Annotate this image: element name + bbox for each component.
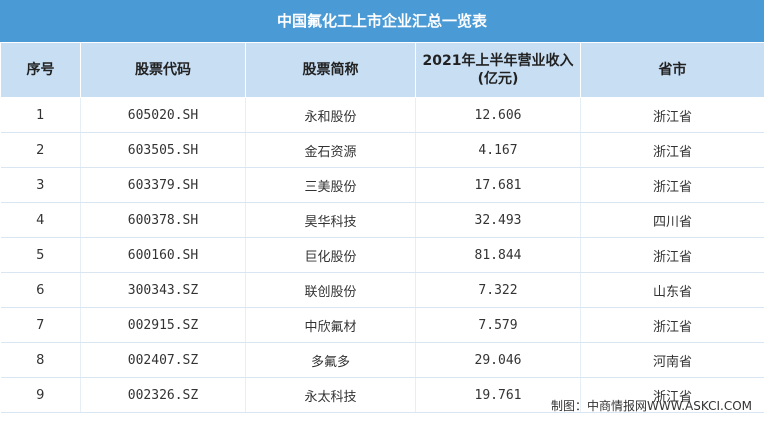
table-cell: 7 <box>0 307 81 343</box>
table-cell: 5 <box>0 237 81 273</box>
table-cell: 浙江省 <box>580 167 764 203</box>
table-cell: 永太科技 <box>245 377 416 413</box>
table-row: 2 603505.SH 金石资源 4.167 浙江省 <box>0 132 764 168</box>
table-row: 8 002407.SZ 多氟多 29.046 河南省 <box>0 342 764 378</box>
table-cell: 605020.SH <box>80 97 246 133</box>
table-row: 9 002326.SZ 永太科技 19.761 浙江省 <box>0 377 764 413</box>
table-cell: 金石资源 <box>245 132 416 168</box>
table-row: 1 605020.SH 永和股份 12.606 浙江省 <box>0 97 764 133</box>
table-cell: 002326.SZ <box>80 377 246 413</box>
table-cell: 浙江省 <box>580 237 764 273</box>
table-cell: 002407.SZ <box>80 342 246 378</box>
column-header: 股票代码 <box>80 42 246 98</box>
table-cell: 浙江省 <box>580 377 764 413</box>
table-cell: 昊华科技 <box>245 202 416 238</box>
table-cell: 浙江省 <box>580 97 764 133</box>
table-row: 4 600378.SH 昊华科技 32.493 四川省 <box>0 202 764 238</box>
column-header: 2021年上半年营业收入 (亿元) <box>415 42 581 98</box>
table-body: 1 605020.SH 永和股份 12.606 浙江省 2 603505.SH 金石资源 4.1… <box>0 97 764 413</box>
table-cell: 浙江省 <box>580 132 764 168</box>
table-cell: 浙江省 <box>580 307 764 343</box>
column-header: 股票简称 <box>245 42 416 98</box>
table-cell: 9 <box>0 377 81 413</box>
table-cell: 29.046 <box>415 342 581 378</box>
table-cell: 三美股份 <box>245 167 416 203</box>
table-cell: 4.167 <box>415 132 581 168</box>
table-cell: 永和股份 <box>245 97 416 133</box>
table-cell: 3 <box>0 167 81 203</box>
table-cell: 19.761 <box>415 377 581 413</box>
table-cell: 17.681 <box>415 167 581 203</box>
table-cell: 603505.SH <box>80 132 246 168</box>
table-cell: 600160.SH <box>80 237 246 273</box>
table-cell: 6 <box>0 272 81 308</box>
table-row: 3 603379.SH 三美股份 17.681 浙江省 <box>0 167 764 203</box>
source: 制图：中商情报网WWW.ASKCI.COM <box>551 399 752 413</box>
table-cell: 81.844 <box>415 237 581 273</box>
table-cell: 8 <box>0 342 81 378</box>
table-cell: 四川省 <box>580 202 764 238</box>
table-cell: 多氟多 <box>245 342 416 378</box>
table-row: 6 300343.SZ 联创股份 7.322 山东省 <box>0 272 764 308</box>
table-row: 5 600160.SH 巨化股份 81.844 浙江省 <box>0 237 764 273</box>
table-cell: 12.606 <box>415 97 581 133</box>
table-row: 7 002915.SZ 中欣氟材 7.579 浙江省 <box>0 307 764 343</box>
table-cell: 4 <box>0 202 81 238</box>
header-row: 序号 股票代码 股票简称 2021年上半年营业收入 (亿元) 省市 <box>0 42 764 98</box>
column-header: 序号 <box>0 42 81 98</box>
table-cell: 7.322 <box>415 272 581 308</box>
table-cell: 山东省 <box>580 272 764 308</box>
table-cell: 2 <box>0 132 81 168</box>
table-cell: 7.579 <box>415 307 581 343</box>
table-cell: 中欣氟材 <box>245 307 416 343</box>
table: 序号 股票代码 股票简称 2021年上半年营业收入 (亿元) 省市 1 605020.SH… <box>0 42 764 413</box>
table-cell: 002915.SZ <box>80 307 246 343</box>
title: 中国氟化工上市企业汇总一览表 <box>0 0 764 42</box>
table-cell: 巨化股份 <box>245 237 416 273</box>
table-cell: 河南省 <box>580 342 764 378</box>
table-cell: 联创股份 <box>245 272 416 308</box>
table-cell: 1 <box>0 97 81 133</box>
table-cell: 600378.SH <box>80 202 246 238</box>
table-cell: 32.493 <box>415 202 581 238</box>
table-cell: 603379.SH <box>80 167 246 203</box>
column-header: 省市 <box>580 42 764 98</box>
table-cell: 300343.SZ <box>80 272 246 308</box>
